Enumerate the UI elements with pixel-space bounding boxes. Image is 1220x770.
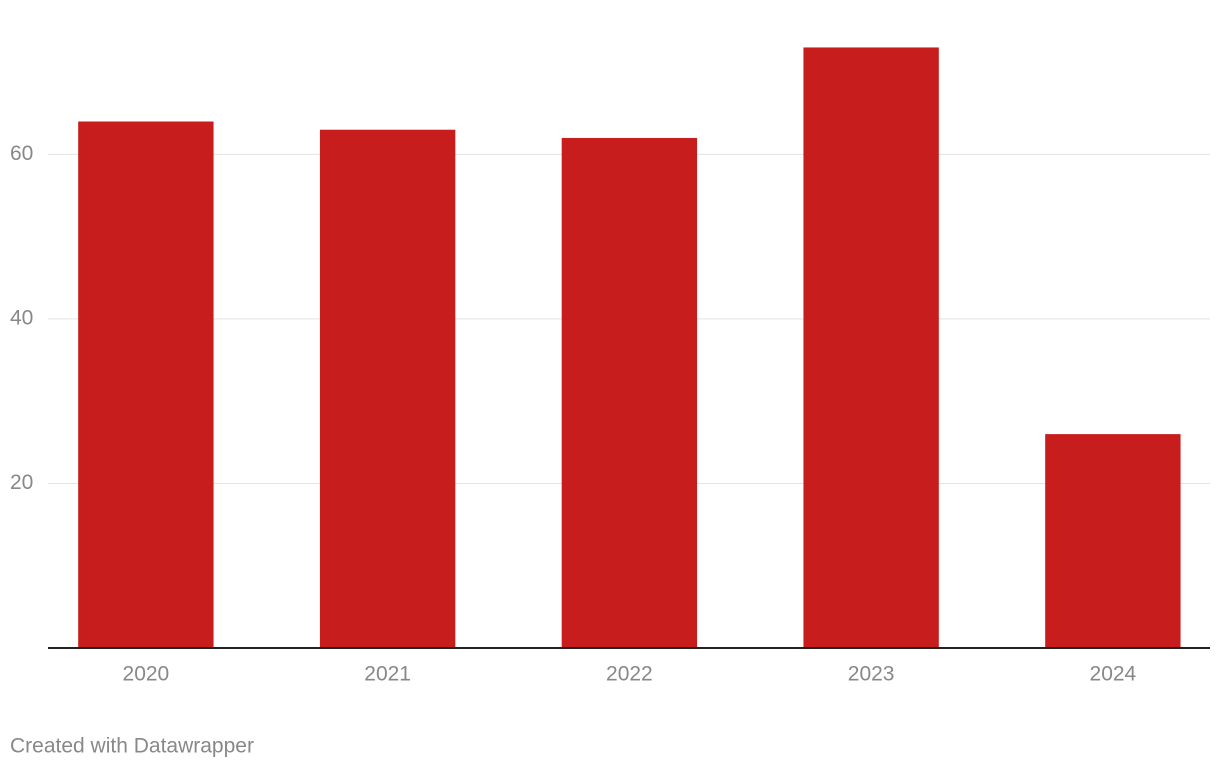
x-tick-label: 2022	[606, 663, 653, 686]
y-tick-label: 60	[10, 142, 33, 165]
x-tick-label: 2023	[848, 663, 895, 686]
x-tick-label: 2024	[1090, 663, 1137, 686]
credit: Created with Datawrapper	[10, 735, 254, 758]
bar	[1045, 434, 1181, 648]
y-tick-label: 20	[10, 471, 33, 494]
bar	[803, 47, 939, 649]
bar	[561, 137, 698, 649]
bar	[319, 129, 456, 649]
x-tick-label: 2020	[123, 663, 170, 686]
x-tick-label: 2021	[364, 663, 411, 686]
bar	[78, 121, 214, 648]
y-tick-label: 40	[10, 306, 33, 329]
